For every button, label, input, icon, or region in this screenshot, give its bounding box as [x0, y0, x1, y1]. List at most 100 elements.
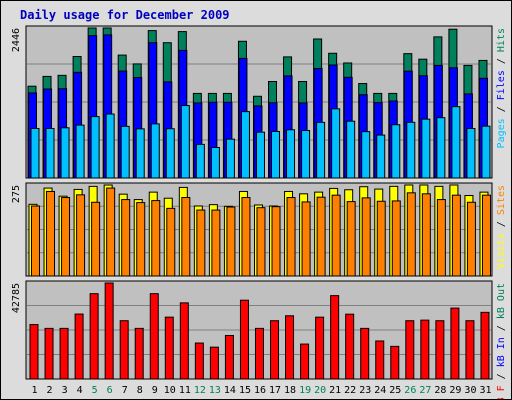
bar-sites-day-2 — [46, 190, 56, 277]
bar-sites-day-23 — [361, 197, 371, 277]
bar-sites-day-5 — [91, 201, 101, 277]
bar-kb-f-day-31 — [480, 311, 490, 380]
bar-kb-f-day-24 — [375, 340, 385, 380]
day-label-21: 21 — [329, 385, 341, 396]
bar-sites-day-30 — [466, 201, 476, 277]
chart-title: Daily usage for December 2009 — [20, 8, 230, 22]
day-label-20: 20 — [314, 385, 326, 396]
bar-kb-f-day-15 — [239, 299, 249, 380]
day-label-11: 11 — [179, 385, 191, 396]
bar-pages-day-10 — [165, 128, 175, 179]
bar-sites-day-14 — [226, 206, 236, 277]
bar-pages-day-6 — [105, 113, 115, 179]
day-label-28: 28 — [434, 385, 446, 396]
day-label-30: 30 — [464, 385, 476, 396]
bar-sites-day-26 — [406, 192, 416, 277]
bar-sites-day-4 — [76, 194, 86, 277]
day-label-26: 26 — [404, 385, 416, 396]
bar-kb-f-day-13 — [209, 346, 219, 380]
bar-sites-day-21 — [331, 194, 341, 277]
bar-sites-day-7 — [121, 199, 131, 277]
day-label-2: 2 — [47, 385, 53, 396]
bar-pages-day-4 — [75, 124, 85, 179]
bar-sites-day-15 — [241, 197, 251, 277]
bar-pages-day-13 — [210, 146, 220, 179]
day-label-23: 23 — [359, 385, 371, 396]
bar-pages-day-9 — [150, 123, 160, 179]
panel-3-ymax-label: 42785 — [11, 283, 22, 313]
bar-sites-day-8 — [136, 202, 146, 277]
bar-kb-f-day-26 — [405, 320, 415, 380]
panel-2-ymax-label: 275 — [11, 185, 22, 203]
bar-kb-f-day-30 — [465, 320, 475, 380]
bar-pages-day-19 — [301, 130, 311, 179]
bar-sites-day-18 — [286, 197, 296, 277]
day-label-14: 14 — [224, 385, 236, 396]
panel-2-legend: Visits / Sites — [496, 185, 507, 269]
bar-sites-day-6 — [106, 187, 116, 277]
bar-sites-day-27 — [421, 193, 431, 277]
bar-sites-day-29 — [451, 194, 461, 277]
panel-1-ymax-label: 2446 — [11, 28, 22, 52]
bar-pages-day-21 — [331, 108, 341, 179]
bar-pages-day-17 — [271, 130, 281, 179]
bar-sites-day-22 — [346, 201, 356, 277]
day-label-10: 10 — [164, 385, 176, 396]
day-label-22: 22 — [344, 385, 356, 396]
bar-sites-day-12 — [196, 209, 206, 277]
day-label-29: 29 — [449, 385, 461, 396]
bar-pages-day-29 — [451, 106, 461, 179]
bar-sites-day-1 — [31, 205, 40, 277]
bar-kb-f-day-14 — [224, 334, 234, 380]
bar-pages-day-14 — [225, 138, 235, 179]
bar-pages-day-11 — [180, 105, 190, 179]
day-label-27: 27 — [419, 385, 431, 396]
bar-pages-day-8 — [135, 128, 145, 179]
day-label-24: 24 — [374, 385, 386, 396]
bar-kb-f-day-4 — [74, 313, 84, 380]
bar-sites-day-9 — [151, 200, 161, 277]
bar-sites-day-10 — [166, 207, 176, 277]
bar-kb-f-day-16 — [254, 327, 264, 380]
bar-pages-day-24 — [376, 134, 386, 179]
bar-kb-f-day-17 — [270, 320, 280, 380]
bar-pages-day-31 — [481, 125, 491, 179]
bar-kb-f-day-6 — [104, 282, 114, 380]
bar-kb-f-day-29 — [450, 307, 460, 380]
bar-sites-day-28 — [436, 199, 446, 277]
bar-kb-f-day-5 — [89, 293, 99, 380]
bar-pages-day-23 — [361, 131, 371, 179]
bar-sites-day-13 — [211, 209, 221, 277]
bar-sites-day-11 — [181, 197, 191, 277]
day-label-17: 17 — [269, 385, 281, 396]
bar-sites-day-17 — [271, 206, 281, 277]
bar-pages-day-5 — [90, 116, 100, 179]
day-label-4: 4 — [77, 385, 83, 396]
bar-pages-day-25 — [391, 124, 401, 179]
bar-kb-f-day-25 — [390, 345, 400, 380]
bar-kb-f-day-10 — [164, 316, 174, 380]
bar-kb-f-day-21 — [330, 295, 340, 380]
bar-kb-f-day-22 — [345, 313, 355, 380]
bar-pages-day-3 — [60, 127, 70, 179]
bar-kb-f-day-7 — [119, 320, 129, 380]
bar-pages-day-12 — [195, 143, 205, 179]
bar-pages-day-20 — [316, 121, 326, 179]
bar-sites-day-24 — [376, 200, 386, 277]
day-label-19: 19 — [299, 385, 311, 396]
bar-kb-f-day-9 — [149, 293, 159, 380]
bar-kb-f-day-1 — [29, 324, 39, 380]
day-label-5: 5 — [92, 385, 98, 396]
bar-pages-day-15 — [240, 111, 250, 179]
day-label-15: 15 — [239, 385, 251, 396]
day-label-1: 1 — [32, 385, 38, 396]
bar-pages-day-30 — [466, 127, 476, 179]
day-label-31: 31 — [479, 385, 491, 396]
bar-pages-day-26 — [406, 121, 416, 179]
bar-kb-f-day-19 — [300, 343, 310, 380]
bar-sites-day-20 — [316, 196, 326, 277]
day-label-13: 13 — [209, 385, 221, 396]
bar-sites-day-3 — [61, 197, 71, 277]
